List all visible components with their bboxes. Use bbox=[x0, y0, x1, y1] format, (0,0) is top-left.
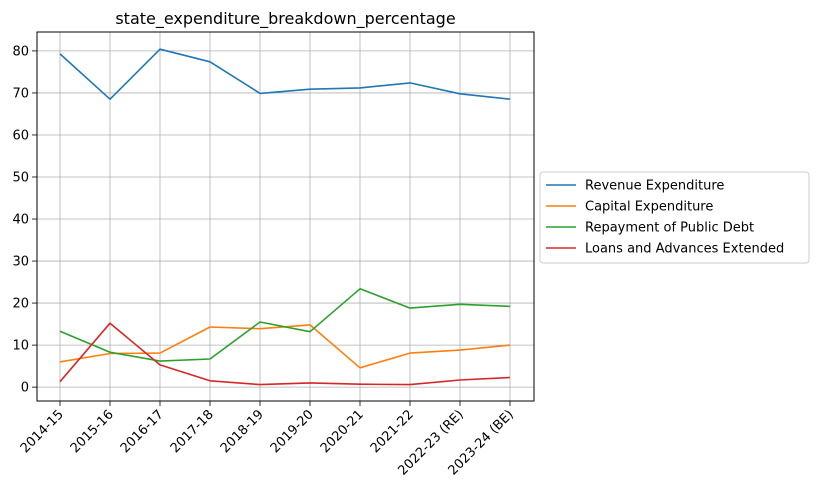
legend-label: Capital Expenditure bbox=[585, 200, 713, 215]
series-line-1 bbox=[59, 324, 511, 369]
x-tick-label: 2018-19 bbox=[218, 407, 267, 456]
series-line-3 bbox=[59, 322, 511, 386]
series-line-0 bbox=[59, 48, 511, 100]
y-tick-label: 50 bbox=[12, 170, 29, 185]
y-tick-label: 20 bbox=[12, 297, 29, 312]
grid bbox=[37, 32, 534, 401]
y-tick-label: 0 bbox=[21, 381, 29, 396]
legend-label: Repayment of Public Debt bbox=[585, 221, 754, 236]
legend-label: Revenue Expenditure bbox=[585, 179, 724, 194]
x-tick-label: 2019-20 bbox=[268, 407, 317, 456]
y-tick-label: 80 bbox=[12, 44, 29, 59]
x-axis: 2014-15 2015-16 2016-17 2017-18 2018-19 2019-… bbox=[18, 401, 517, 479]
y-tick-label: 60 bbox=[12, 128, 29, 143]
y-tick-label: 40 bbox=[12, 213, 29, 228]
x-tick-label: 2017-18 bbox=[168, 407, 217, 456]
plot-frame bbox=[36, 31, 535, 402]
series-layer bbox=[59, 48, 511, 386]
y-tick-label: 10 bbox=[12, 339, 29, 354]
y-tick-label: 30 bbox=[12, 255, 29, 270]
series-line-2 bbox=[59, 287, 511, 362]
x-tick-label: 2016-17 bbox=[118, 407, 167, 456]
x-tick-label: 2014-15 bbox=[18, 407, 67, 456]
y-tick-label: 70 bbox=[12, 86, 29, 101]
legend: Revenue Expenditure Capital Expenditure Re… bbox=[539, 171, 810, 264]
x-tick-label: 2020-21 bbox=[318, 407, 367, 456]
chart-title: state_expenditure_breakdown_percentage bbox=[115, 9, 455, 29]
legend-box bbox=[539, 171, 810, 264]
x-tick-label: 2021-22 bbox=[368, 407, 417, 456]
legend-label: Loans and Advances Extended bbox=[585, 242, 784, 257]
y-axis: 0 10 20 30 40 50 60 70 80 bbox=[12, 44, 37, 396]
x-tick-label: 2015-16 bbox=[68, 407, 117, 456]
